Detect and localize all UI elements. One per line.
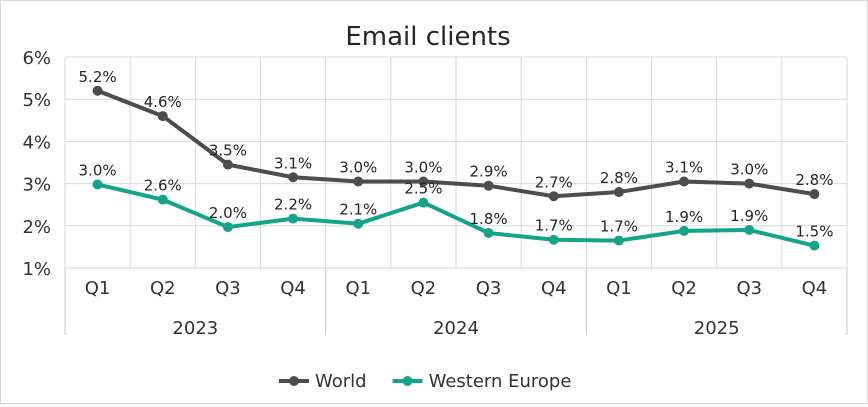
x-tick-label: Q3	[736, 278, 762, 299]
x-tick-label: Q1	[345, 278, 371, 299]
x-group-label: 2023	[172, 318, 218, 339]
y-axis-ticks: 1% 2% 3% 4% 5% 6%	[22, 48, 51, 280]
data-label: 3.5%	[209, 142, 247, 160]
chart-title: Email clients	[345, 22, 510, 52]
data-point	[613, 235, 624, 246]
data-label: 2.9%	[470, 163, 508, 181]
x-tick-label: Q4	[541, 278, 567, 299]
data-point	[222, 159, 233, 170]
x-tick-label: Q3	[476, 278, 502, 299]
y-tick-label: 3%	[22, 175, 51, 196]
data-label: 3.0%	[404, 158, 442, 176]
data-point	[353, 176, 364, 187]
x-tick-label: Q2	[671, 278, 697, 299]
legend: World Western Europe	[279, 371, 571, 392]
data-point	[483, 227, 494, 238]
data-label: 2.0%	[209, 204, 247, 222]
series-line	[95, 182, 817, 248]
data-point	[744, 178, 755, 189]
x-tick-label: Q4	[280, 278, 306, 299]
data-label: 2.5%	[404, 180, 442, 198]
x-tick-label: Q1	[85, 278, 111, 299]
data-label: 1.7%	[600, 218, 638, 236]
data-point	[92, 85, 103, 96]
x-tick-label: Q4	[802, 278, 828, 299]
legend-marker	[289, 376, 299, 386]
y-tick-label: 5%	[22, 90, 51, 111]
data-label: 1.7%	[535, 217, 573, 235]
data-point	[809, 189, 820, 200]
y-tick-label: 1%	[22, 259, 51, 280]
data-point	[613, 187, 624, 198]
data-point	[679, 176, 690, 187]
series-line	[95, 88, 817, 199]
data-label: 2.1%	[339, 201, 377, 219]
data-point	[809, 240, 820, 251]
data-label: 2.6%	[144, 177, 182, 195]
data-label: 1.9%	[730, 207, 768, 225]
data-point	[744, 225, 755, 236]
legend-label: Western Europe	[429, 371, 572, 392]
data-label: 1.8%	[470, 210, 508, 228]
legend-marker	[402, 376, 413, 386]
data-label: 3.0%	[339, 158, 377, 176]
x-axis: Q1 Q2 Q3 Q4 Q1 Q2 Q3 Q4 Q1 Q2 Q3 Q4 2023 2024 2025	[64, 268, 848, 339]
data-label: 2.8%	[600, 169, 638, 187]
data-label: 3.0%	[79, 161, 117, 179]
data-point	[418, 197, 429, 208]
data-label: 5.2%	[79, 68, 117, 86]
y-tick-label: 4%	[22, 132, 51, 153]
x-group-label: 2025	[694, 318, 740, 339]
data-label: 1.5%	[795, 223, 833, 241]
series-group: 5.2% 4.6% 3.5% 3.1% 3.0% 3.0% 2.9% 2.7% 2.8% 3.1%…	[79, 68, 833, 251]
data-point	[418, 176, 429, 187]
x-tick-label: Q1	[606, 278, 632, 299]
data-label: 3.0%	[730, 161, 768, 179]
x-group-label: 2024	[433, 318, 479, 339]
data-point	[548, 191, 559, 202]
y-tick-label: 6%	[22, 48, 51, 69]
data-point	[222, 222, 233, 233]
data-point	[92, 179, 103, 190]
legend-label: World	[315, 371, 367, 392]
data-point	[157, 111, 168, 122]
grid-lines	[64, 56, 848, 269]
data-point	[288, 213, 299, 224]
data-point	[288, 172, 299, 183]
x-tick-label: Q2	[150, 278, 176, 299]
x-tick-label: Q2	[411, 278, 437, 299]
x-tick-label: Q3	[215, 278, 241, 299]
data-label: 3.1%	[665, 158, 703, 176]
data-point	[548, 234, 559, 245]
data-label: 1.9%	[665, 208, 703, 226]
data-label: 2.7%	[535, 173, 573, 191]
data-label: 3.1%	[274, 154, 312, 172]
data-point	[353, 218, 364, 229]
data-label: 2.8%	[795, 171, 833, 189]
data-point	[679, 225, 690, 236]
data-label: 2.2%	[274, 196, 312, 214]
data-label: 4.6%	[144, 93, 182, 111]
data-point	[157, 194, 168, 205]
y-tick-label: 2%	[22, 217, 51, 238]
data-point	[483, 180, 494, 191]
